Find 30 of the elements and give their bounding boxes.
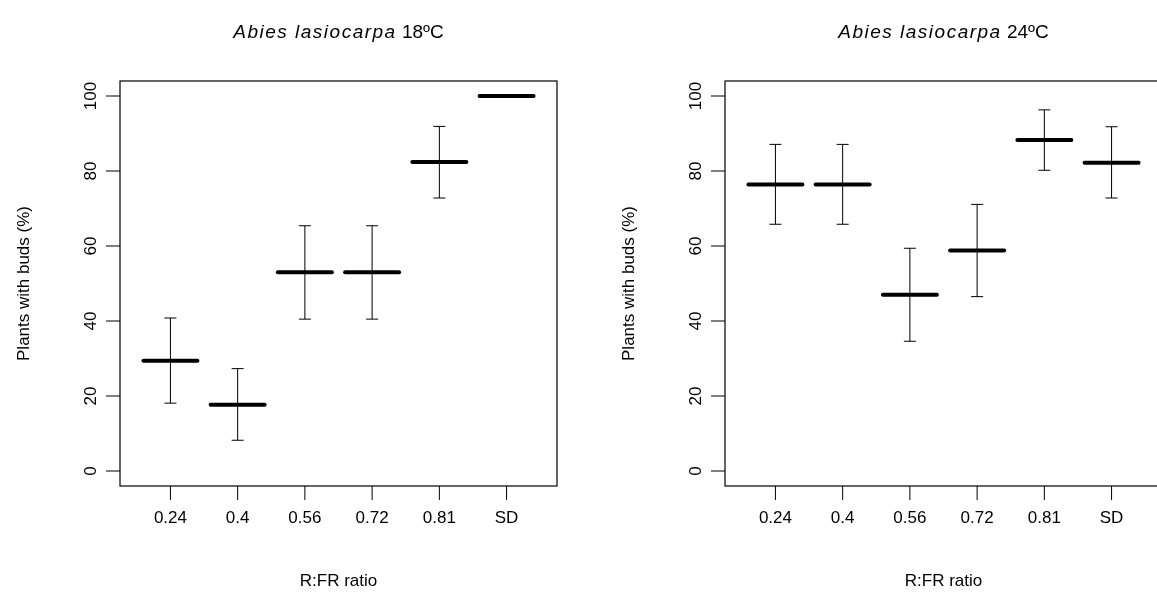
y-tick-label: 0 xyxy=(686,466,706,476)
y-tick-label: 80 xyxy=(81,161,101,181)
x-tick-label: 0.24 xyxy=(758,508,792,527)
x-tick-label: 0.72 xyxy=(960,508,994,527)
y-tick-label: 40 xyxy=(686,311,706,331)
chart-title: Abies lasiocarpa 24ºC xyxy=(837,21,1049,42)
x-tick-label: 0.4 xyxy=(225,508,250,527)
x-tick-label: 0.81 xyxy=(1027,508,1061,527)
y-tick-label: 80 xyxy=(686,161,706,181)
x-tick-label: 0.24 xyxy=(153,508,187,527)
x-tick-label: SD xyxy=(494,508,519,527)
y-tick-label: 60 xyxy=(81,236,101,256)
x-axis-title: R:FR ratio xyxy=(299,571,378,590)
x-tick-label: 0.72 xyxy=(355,508,389,527)
y-axis-title: Plants with buds (%) xyxy=(14,206,34,361)
y-tick-label: 0 xyxy=(81,466,101,476)
y-axis-title: Plants with buds (%) xyxy=(619,206,639,361)
x-tick-label: 0.56 xyxy=(288,508,322,527)
x-axis-title: R:FR ratio xyxy=(904,571,983,590)
y-tick-label: 40 xyxy=(81,311,101,331)
y-tick-label: 100 xyxy=(686,81,706,111)
y-tick-label: 100 xyxy=(81,81,101,111)
x-tick-label: 0.56 xyxy=(893,508,927,527)
y-tick-label: 20 xyxy=(686,386,706,406)
x-tick-label: 0.4 xyxy=(830,508,855,527)
chart-title: Abies lasiocarpa 18ºC xyxy=(232,21,444,42)
y-tick-label: 60 xyxy=(686,236,706,256)
y-tick-label: 20 xyxy=(81,386,101,406)
x-tick-label: 0.81 xyxy=(422,508,456,527)
x-tick-label: SD xyxy=(1099,508,1124,527)
